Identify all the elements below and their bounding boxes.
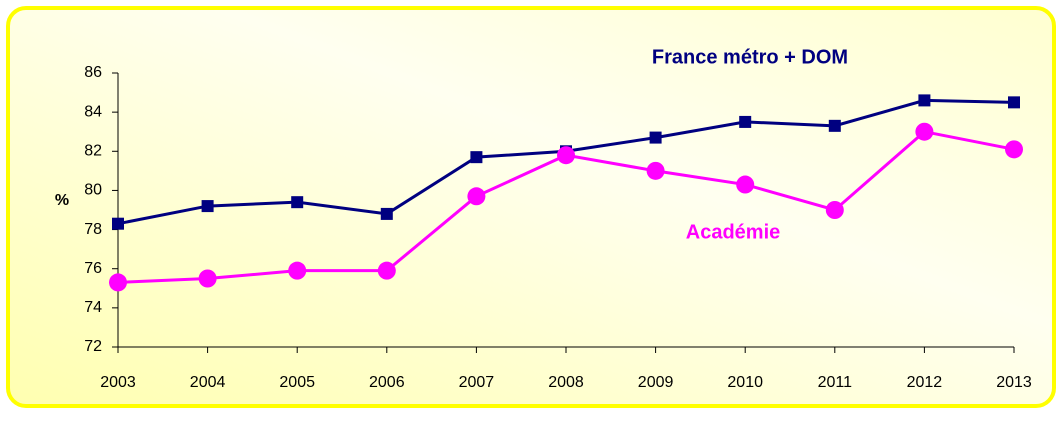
point xyxy=(646,161,665,180)
point xyxy=(201,200,214,213)
x-tick-label: 2013 xyxy=(996,374,1032,391)
point xyxy=(915,122,934,141)
x-tick-label: 2012 xyxy=(907,374,943,391)
point xyxy=(470,151,483,164)
x-tick-label: 2010 xyxy=(727,374,763,391)
series-label: France métro + DOM xyxy=(652,46,848,68)
x-tick-label: 2007 xyxy=(459,374,495,391)
y-tick-label: 82 xyxy=(84,143,102,160)
x-tick-label: 2006 xyxy=(369,374,405,391)
y-tick-label: 80 xyxy=(84,182,102,199)
x-tick-label: 2011 xyxy=(818,374,853,391)
point xyxy=(557,146,575,165)
x-tick-label: 2008 xyxy=(548,374,584,391)
point xyxy=(739,115,752,128)
point xyxy=(380,207,393,220)
point xyxy=(377,261,396,280)
point xyxy=(288,261,307,280)
point xyxy=(1008,96,1020,109)
y-tick-label: 78 xyxy=(84,221,102,238)
point xyxy=(918,94,931,107)
y-tick-label: 72 xyxy=(84,338,102,355)
point xyxy=(828,119,841,132)
point xyxy=(1005,140,1023,159)
x-tick-label: 2009 xyxy=(638,374,674,391)
point xyxy=(467,187,486,206)
y-tick-label: 76 xyxy=(84,260,102,277)
x-tick-label: 2005 xyxy=(279,374,315,391)
point xyxy=(825,201,844,219)
point xyxy=(649,131,662,144)
point xyxy=(291,196,304,209)
series-label: Académie xyxy=(686,221,781,243)
point xyxy=(112,217,124,230)
point xyxy=(736,175,755,194)
y-tick-label: 86 xyxy=(84,64,102,81)
y-axis-label: % xyxy=(55,192,69,209)
y-tick-label: 74 xyxy=(84,299,102,316)
y-tick-label: 84 xyxy=(84,103,102,120)
point xyxy=(198,269,217,288)
x-tick-label: 2004 xyxy=(190,374,226,391)
point xyxy=(109,273,127,292)
x-tick-label: 2003 xyxy=(100,374,136,391)
chart-frame xyxy=(6,6,1056,408)
